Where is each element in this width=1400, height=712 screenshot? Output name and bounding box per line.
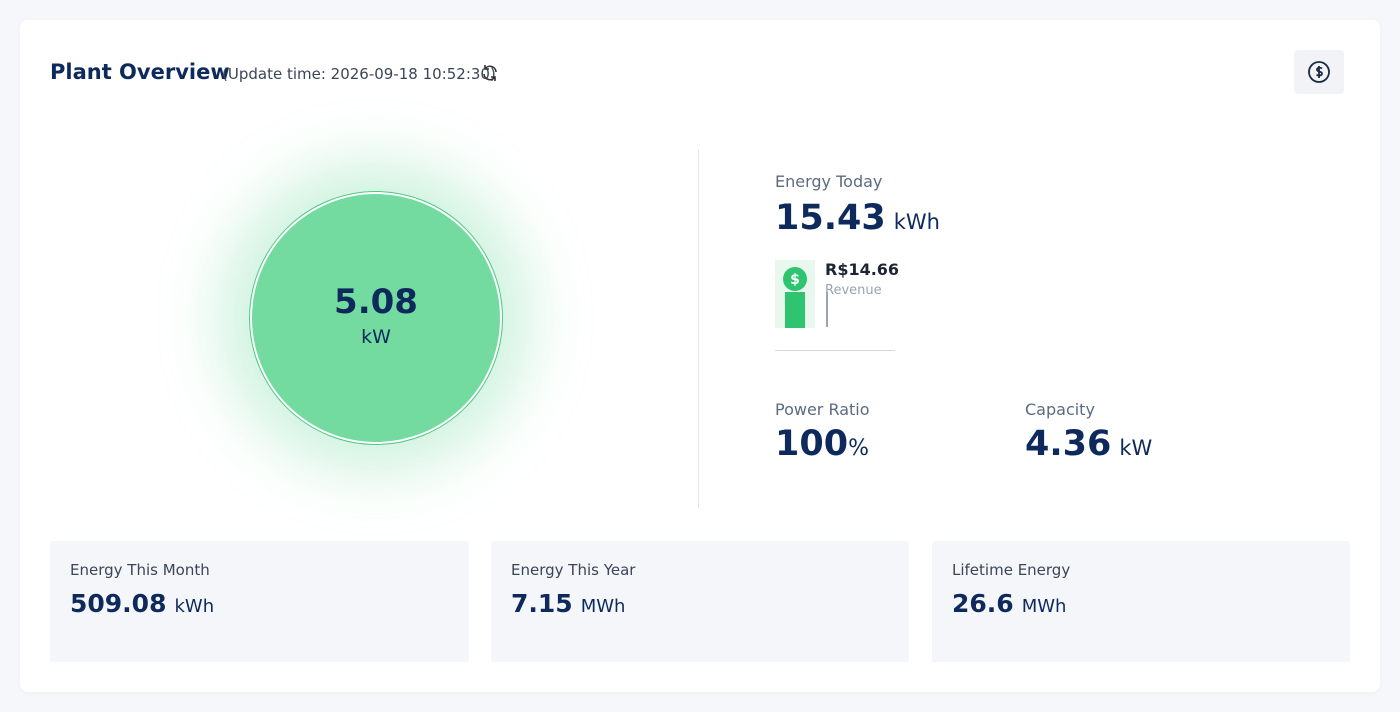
cursor-bar <box>826 292 828 327</box>
energy-today-label: Energy Today <box>775 172 883 191</box>
update-time: (Update time: 2026-09-18 10:52:30) <box>222 65 496 83</box>
card-value: 26.6 MWh <box>952 589 1066 618</box>
capacity-label: Capacity <box>1025 400 1095 419</box>
value: 509.08 <box>70 589 167 618</box>
power-value: 5.08 <box>334 282 418 322</box>
unit: kWh <box>893 210 940 234</box>
refresh-icon[interactable] <box>480 63 500 83</box>
power-unit: kW <box>361 326 391 348</box>
value: 100 <box>775 424 849 464</box>
divider <box>698 150 699 508</box>
value: 7.15 <box>511 589 573 618</box>
stat-card: Lifetime Energy 26.6 MWh <box>932 541 1350 662</box>
power-ratio-value: 100% <box>775 424 869 464</box>
unit: MWh <box>1021 596 1067 617</box>
card-label: Energy This Month <box>70 561 210 579</box>
unit: kW <box>1119 436 1153 460</box>
card-label: Energy This Year <box>511 561 636 579</box>
revenue-icon: $ <box>775 260 815 328</box>
revenue-today: R$14.66 <box>825 260 900 279</box>
power-ratio-label: Power Ratio <box>775 400 870 419</box>
card-value: 7.15 MWh <box>511 589 625 618</box>
capacity-value: 4.36 kW <box>1025 424 1152 464</box>
energy-today-value: 15.43 kWh <box>775 198 940 238</box>
unit: MWh <box>580 596 626 617</box>
value: 26.6 <box>952 589 1014 618</box>
card-label: Lifetime Energy <box>952 561 1071 579</box>
plant-overview-panel: Plant Overview (Update time: 2026-09-18 … <box>20 20 1380 692</box>
value: 4.36 <box>1025 424 1112 464</box>
title: Plant Overview <box>50 60 230 84</box>
revenue-label: Revenue <box>825 283 882 296</box>
svg-text:$: $ <box>790 272 800 288</box>
unit: kWh <box>174 596 215 617</box>
stat-card: Energy This Year 7.15 MWh <box>491 541 909 662</box>
currency-button[interactable] <box>1294 50 1344 94</box>
unit: % <box>848 436 869 461</box>
value: 15.43 <box>775 198 886 238</box>
card-value: 509.08 kWh <box>70 589 214 618</box>
power-gauge: 5.08 kW <box>249 191 503 445</box>
separator <box>775 350 895 351</box>
stat-card: Energy This Month 509.08 kWh <box>50 541 469 662</box>
